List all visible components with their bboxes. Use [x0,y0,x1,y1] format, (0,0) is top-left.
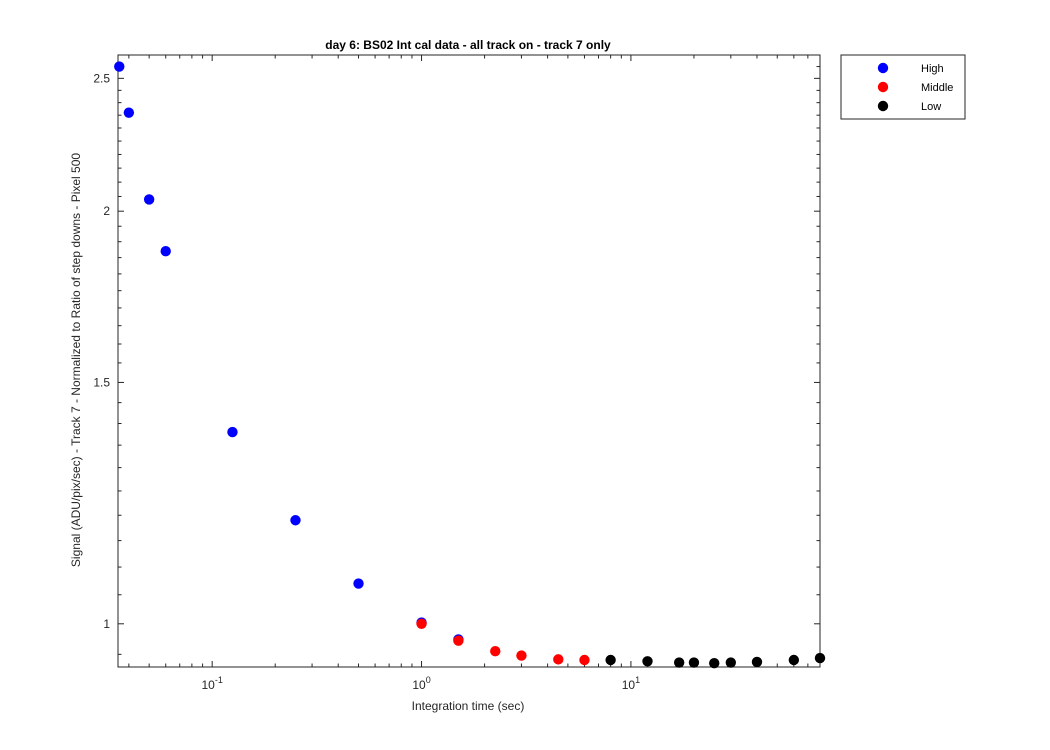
data-point-low [642,656,653,667]
x-tick-label: 100 [412,675,430,692]
data-point-low [709,657,720,669]
data-point-high [114,61,125,72]
y-tick-label: 2.5 [93,71,110,85]
chart-title: day 6: BS02 Int cal data - all track on … [325,38,611,52]
x-axis-label: Integration time (sec) [412,699,525,713]
legend-label-middle: Middle [921,82,953,94]
legend-label-low: Low [921,101,941,113]
legend-marker-high [877,62,889,74]
data-point-low [788,654,800,666]
data-point-middle [416,618,427,629]
plot-area [117,54,821,668]
data-point-high [227,426,238,438]
data-point-middle [453,635,464,646]
y-tick-label: 1 [103,617,110,631]
legend-marker-middle [877,81,889,93]
y-tick-label: 2 [103,204,110,218]
y-axis-tick-labels: 1 1.5 2 2.5 [93,71,110,630]
x-axis-tick-labels: 10-1 100 101 [201,675,640,692]
data-point-low [814,652,826,664]
legend-label-high: High [921,63,944,75]
x-tick-label: 10-1 [201,675,222,692]
y-tick-label: 1.5 [93,375,110,389]
data-point-high [123,107,135,118]
legend-marker-low [877,100,889,112]
data-point-low [751,656,763,668]
x-tick-label: 101 [622,675,640,692]
y-axis-ticks [118,54,820,655]
series-low [605,652,826,669]
data-point-high [143,194,155,205]
data-point-high [160,245,171,257]
x-axis-ticks [128,55,821,667]
data-point-high [353,578,364,589]
data-point-middle [553,654,564,665]
data-point-low [605,654,616,666]
data-points [114,61,826,669]
data-point-low [673,657,685,668]
data-point-high [290,515,301,526]
series-middle [416,618,590,666]
data-point-middle [516,650,527,661]
series-high [114,61,464,645]
data-point-low [725,657,737,668]
y-axis-label: Signal (ADU/pix/sec) - Track 7 - Normali… [69,153,83,567]
legend: High Middle Low [840,54,966,120]
data-point-middle [490,646,501,657]
legend-box [840,54,966,120]
data-point-middle [579,654,590,666]
data-point-low [688,657,700,668]
